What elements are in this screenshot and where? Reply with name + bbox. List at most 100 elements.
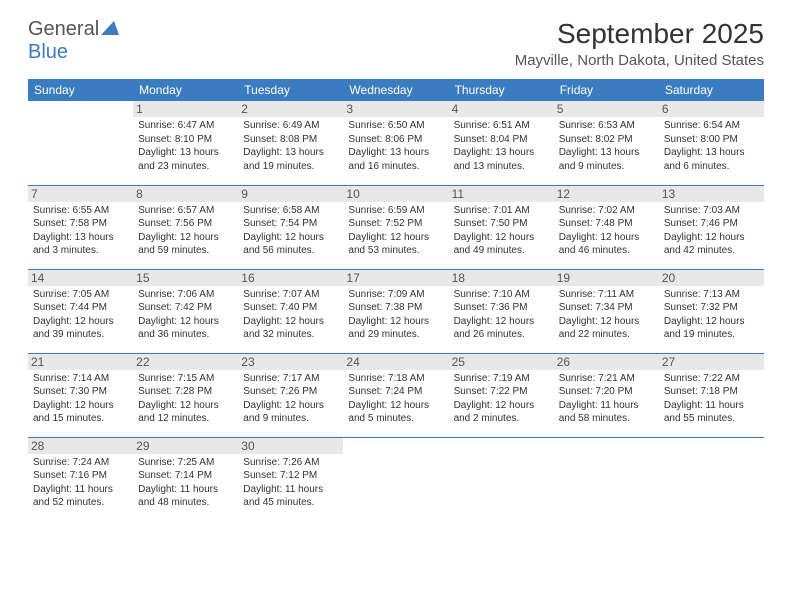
daylight-text: Daylight: 12 hours and 32 minutes. (243, 315, 338, 342)
daylight-text: Daylight: 12 hours and 46 minutes. (559, 231, 654, 258)
day-number: 16 (238, 270, 343, 286)
calendar-day-cell: 15Sunrise: 7:06 AMSunset: 7:42 PMDayligh… (133, 269, 238, 353)
sunset-text: Sunset: 7:24 PM (348, 385, 443, 399)
day-number: 6 (659, 101, 764, 117)
day-info: Sunrise: 6:54 AMSunset: 8:00 PMDaylight:… (664, 119, 759, 173)
sunrise-text: Sunrise: 7:10 AM (454, 288, 549, 302)
day-info: Sunrise: 6:53 AMSunset: 8:02 PMDaylight:… (559, 119, 654, 173)
daylight-text: Daylight: 13 hours and 9 minutes. (559, 146, 654, 173)
day-info: Sunrise: 7:07 AMSunset: 7:40 PMDaylight:… (243, 288, 338, 342)
daylight-text: Daylight: 11 hours and 58 minutes. (559, 399, 654, 426)
day-number: 10 (343, 186, 448, 202)
sunset-text: Sunset: 7:58 PM (33, 217, 128, 231)
sunrise-text: Sunrise: 7:17 AM (243, 372, 338, 386)
weekday-header: Wednesday (343, 79, 448, 101)
calendar-day-cell (554, 437, 659, 521)
day-info: Sunrise: 7:11 AMSunset: 7:34 PMDaylight:… (559, 288, 654, 342)
sunset-text: Sunset: 7:14 PM (138, 469, 233, 483)
day-info: Sunrise: 7:17 AMSunset: 7:26 PMDaylight:… (243, 372, 338, 426)
calendar-day-cell: 30Sunrise: 7:26 AMSunset: 7:12 PMDayligh… (238, 437, 343, 521)
logo: General Blue (28, 18, 119, 64)
day-info: Sunrise: 7:24 AMSunset: 7:16 PMDaylight:… (33, 456, 128, 510)
day-info: Sunrise: 7:09 AMSunset: 7:38 PMDaylight:… (348, 288, 443, 342)
daylight-text: Daylight: 12 hours and 19 minutes. (664, 315, 759, 342)
sunset-text: Sunset: 7:50 PM (454, 217, 549, 231)
daylight-text: Daylight: 12 hours and 5 minutes. (348, 399, 443, 426)
calendar-day-cell (449, 437, 554, 521)
sunset-text: Sunset: 7:26 PM (243, 385, 338, 399)
sunrise-text: Sunrise: 6:50 AM (348, 119, 443, 133)
daylight-text: Daylight: 13 hours and 19 minutes. (243, 146, 338, 173)
calendar-day-cell: 9Sunrise: 6:58 AMSunset: 7:54 PMDaylight… (238, 185, 343, 269)
daylight-text: Daylight: 13 hours and 23 minutes. (138, 146, 233, 173)
daylight-text: Daylight: 11 hours and 55 minutes. (664, 399, 759, 426)
calendar-day-cell: 4Sunrise: 6:51 AMSunset: 8:04 PMDaylight… (449, 101, 554, 185)
day-number: 29 (133, 438, 238, 454)
day-info: Sunrise: 6:47 AMSunset: 8:10 PMDaylight:… (138, 119, 233, 173)
daylight-text: Daylight: 12 hours and 15 minutes. (33, 399, 128, 426)
calendar-week-row: 21Sunrise: 7:14 AMSunset: 7:30 PMDayligh… (28, 353, 764, 437)
day-number: 2 (238, 101, 343, 117)
calendar-day-cell: 19Sunrise: 7:11 AMSunset: 7:34 PMDayligh… (554, 269, 659, 353)
day-number: 23 (238, 354, 343, 370)
sunrise-text: Sunrise: 7:15 AM (138, 372, 233, 386)
sunrise-text: Sunrise: 7:07 AM (243, 288, 338, 302)
sunset-text: Sunset: 7:30 PM (33, 385, 128, 399)
calendar-week-row: 14Sunrise: 7:05 AMSunset: 7:44 PMDayligh… (28, 269, 764, 353)
day-number: 1 (133, 101, 238, 117)
daylight-text: Daylight: 13 hours and 3 minutes. (33, 231, 128, 258)
sunrise-text: Sunrise: 7:09 AM (348, 288, 443, 302)
sunrise-text: Sunrise: 6:51 AM (454, 119, 549, 133)
calendar-day-cell: 21Sunrise: 7:14 AMSunset: 7:30 PMDayligh… (28, 353, 133, 437)
sunset-text: Sunset: 8:00 PM (664, 133, 759, 147)
sunset-text: Sunset: 7:38 PM (348, 301, 443, 315)
weekday-header: Friday (554, 79, 659, 101)
sunset-text: Sunset: 7:36 PM (454, 301, 549, 315)
day-number: 26 (554, 354, 659, 370)
calendar-day-cell (28, 101, 133, 185)
daylight-text: Daylight: 12 hours and 49 minutes. (454, 231, 549, 258)
calendar-day-cell: 12Sunrise: 7:02 AMSunset: 7:48 PMDayligh… (554, 185, 659, 269)
sunrise-text: Sunrise: 7:19 AM (454, 372, 549, 386)
sunrise-text: Sunrise: 7:26 AM (243, 456, 338, 470)
weekday-header: Thursday (449, 79, 554, 101)
header: September 2025 Mayville, North Dakota, U… (28, 18, 764, 69)
sunset-text: Sunset: 7:20 PM (559, 385, 654, 399)
sunrise-text: Sunrise: 7:18 AM (348, 372, 443, 386)
daylight-text: Daylight: 12 hours and 22 minutes. (559, 315, 654, 342)
sunset-text: Sunset: 7:52 PM (348, 217, 443, 231)
sunset-text: Sunset: 7:28 PM (138, 385, 233, 399)
daylight-text: Daylight: 12 hours and 56 minutes. (243, 231, 338, 258)
sunset-text: Sunset: 8:06 PM (348, 133, 443, 147)
calendar-day-cell: 3 Sunrise: 6:50 AMSunset: 8:06 PMDaylight… (343, 101, 448, 185)
daylight-text: Daylight: 12 hours and 29 minutes. (348, 315, 443, 342)
sunrise-text: Sunrise: 6:58 AM (243, 204, 338, 218)
weekday-header: Saturday (659, 79, 764, 101)
sunrise-text: Sunrise: 6:55 AM (33, 204, 128, 218)
day-info: Sunrise: 6:58 AMSunset: 7:54 PMDaylight:… (243, 204, 338, 258)
day-info: Sunrise: 6:50 AMSunset: 8:06 PMDaylight:… (348, 119, 443, 173)
day-info: Sunrise: 6:55 AMSunset: 7:58 PMDaylight:… (33, 204, 128, 258)
sunrise-text: Sunrise: 6:57 AM (138, 204, 233, 218)
day-info: Sunrise: 7:01 AMSunset: 7:50 PMDaylight:… (454, 204, 549, 258)
daylight-text: Daylight: 12 hours and 59 minutes. (138, 231, 233, 258)
calendar-day-cell: 14Sunrise: 7:05 AMSunset: 7:44 PMDayligh… (28, 269, 133, 353)
calendar-day-cell (659, 437, 764, 521)
day-number: 13 (659, 186, 764, 202)
day-info: Sunrise: 7:10 AMSunset: 7:36 PMDaylight:… (454, 288, 549, 342)
sunset-text: Sunset: 7:56 PM (138, 217, 233, 231)
calendar-day-cell: 16 Sunrise: 7:07 AMSunset: 7:40 PMDayligh… (238, 269, 343, 353)
day-number: 20 (659, 270, 764, 286)
calendar-day-cell: 20Sunrise: 7:13 AMSunset: 7:32 PMDayligh… (659, 269, 764, 353)
logo-text-2: Blue (28, 41, 68, 63)
daylight-text: Daylight: 12 hours and 36 minutes. (138, 315, 233, 342)
day-info: Sunrise: 6:49 AMSunset: 8:08 PMDaylight:… (243, 119, 338, 173)
daylight-text: Daylight: 13 hours and 6 minutes. (664, 146, 759, 173)
calendar-day-cell: 29Sunrise: 7:25 AMSunset: 7:14 PMDayligh… (133, 437, 238, 521)
day-info: Sunrise: 7:19 AMSunset: 7:22 PMDaylight:… (454, 372, 549, 426)
day-number: 3 (343, 101, 448, 117)
weekday-header: Sunday (28, 79, 133, 101)
logo-triangle-icon (101, 18, 119, 41)
sunrise-text: Sunrise: 7:06 AM (138, 288, 233, 302)
sunset-text: Sunset: 8:04 PM (454, 133, 549, 147)
